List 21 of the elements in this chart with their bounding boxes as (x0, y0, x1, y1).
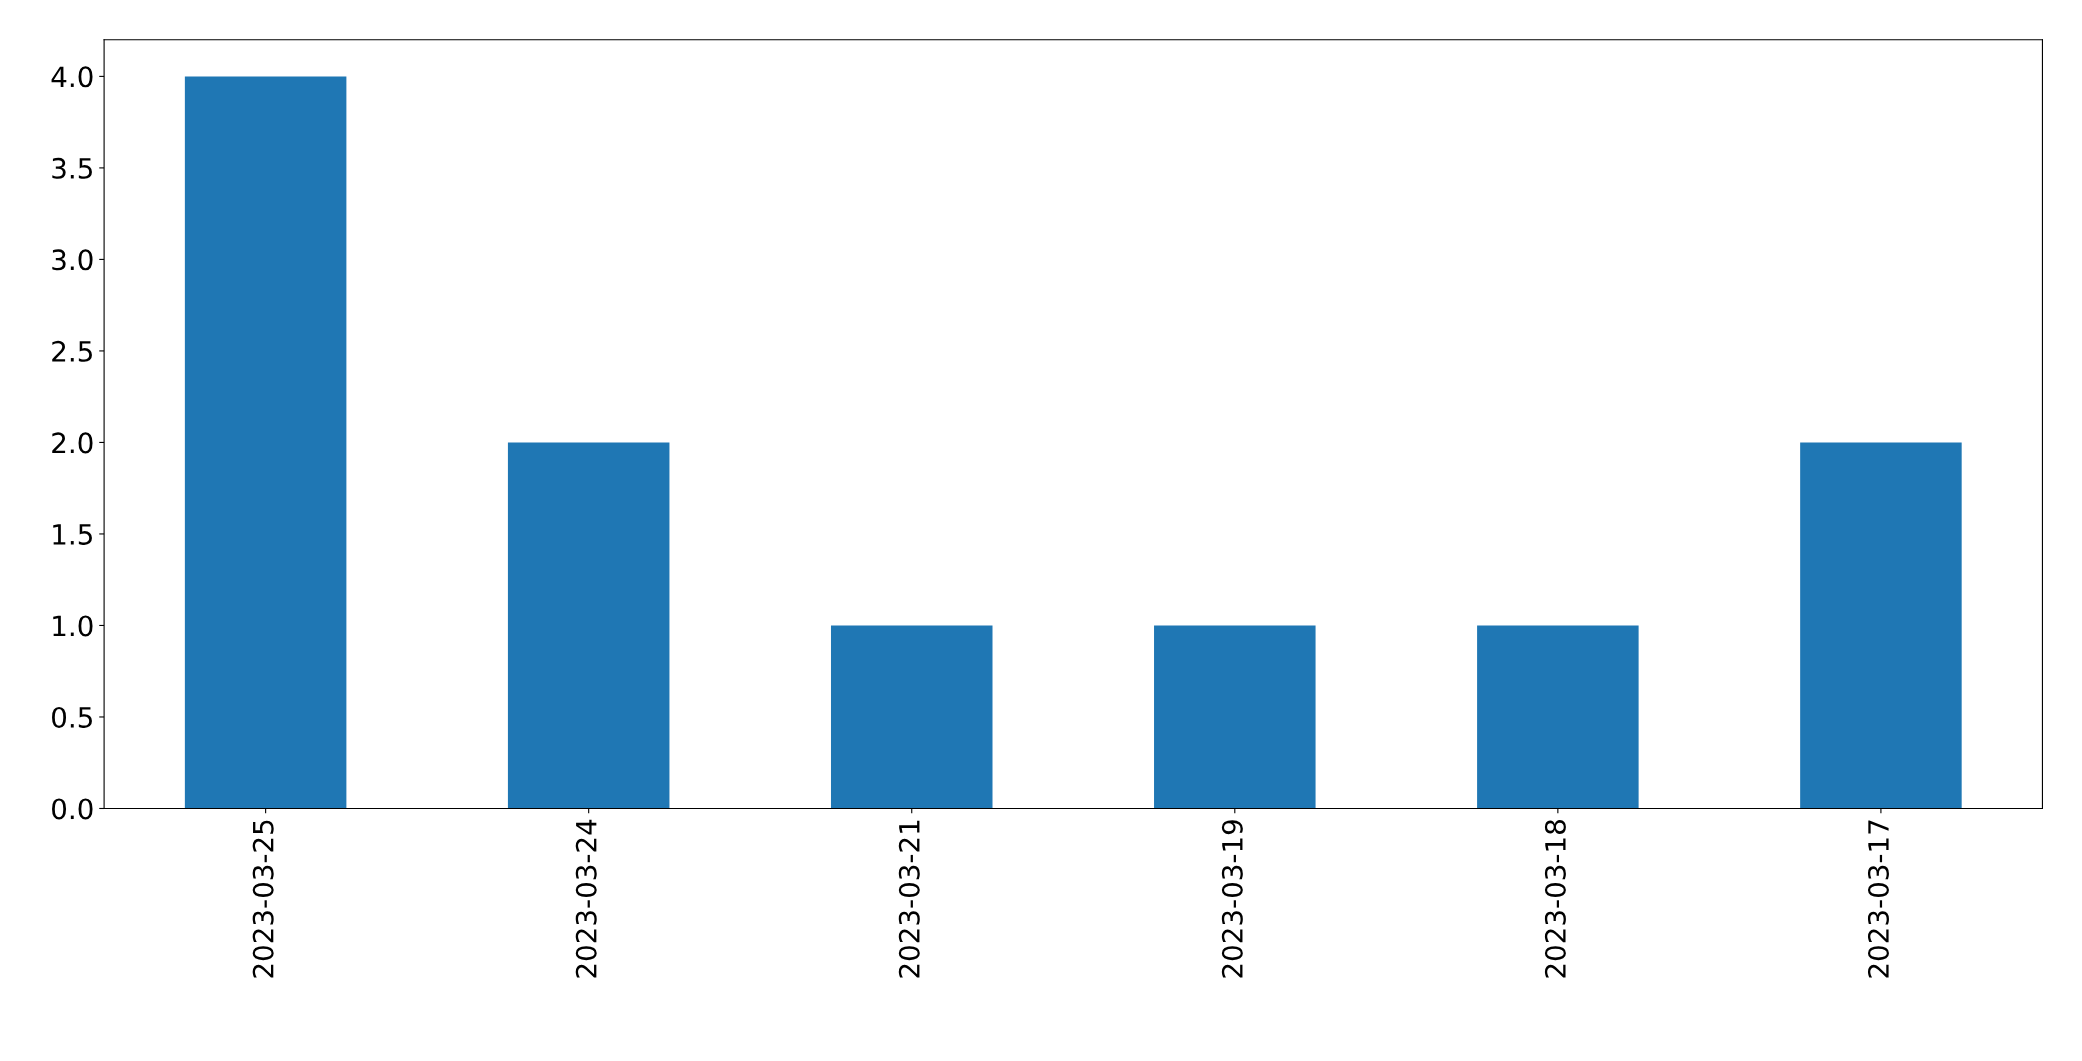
bar (1800, 442, 1962, 809)
x-tick-label: 2023-03-17 (1867, 820, 1889, 978)
x-tick-label: 2023-03-21 (898, 820, 920, 978)
bar (1477, 625, 1639, 809)
y-tick-label: 1.0 (53, 615, 93, 637)
y-tick-label: 3.0 (52, 249, 93, 271)
bar (830, 625, 993, 809)
x-tick-label: 2023-03-24 (575, 819, 597, 978)
y-tick-label: 0.5 (52, 706, 92, 728)
x-tick-label: 2023-03-19 (1221, 820, 1243, 978)
x-tick-label: 2023-03-18 (1544, 820, 1566, 978)
bar (184, 76, 347, 809)
bar (507, 442, 670, 809)
y-tick-label: 2.0 (52, 432, 93, 454)
y-tick-label: 1.5 (53, 524, 92, 545)
y-tick-label: 3.5 (52, 157, 92, 179)
y-tick-label: 0.0 (52, 798, 93, 820)
x-tick-label: 2023-03-25 (252, 820, 274, 978)
y-tick-label: 4.0 (51, 66, 93, 88)
bar (1154, 625, 1316, 809)
y-tick-label: 2.5 (52, 340, 92, 362)
